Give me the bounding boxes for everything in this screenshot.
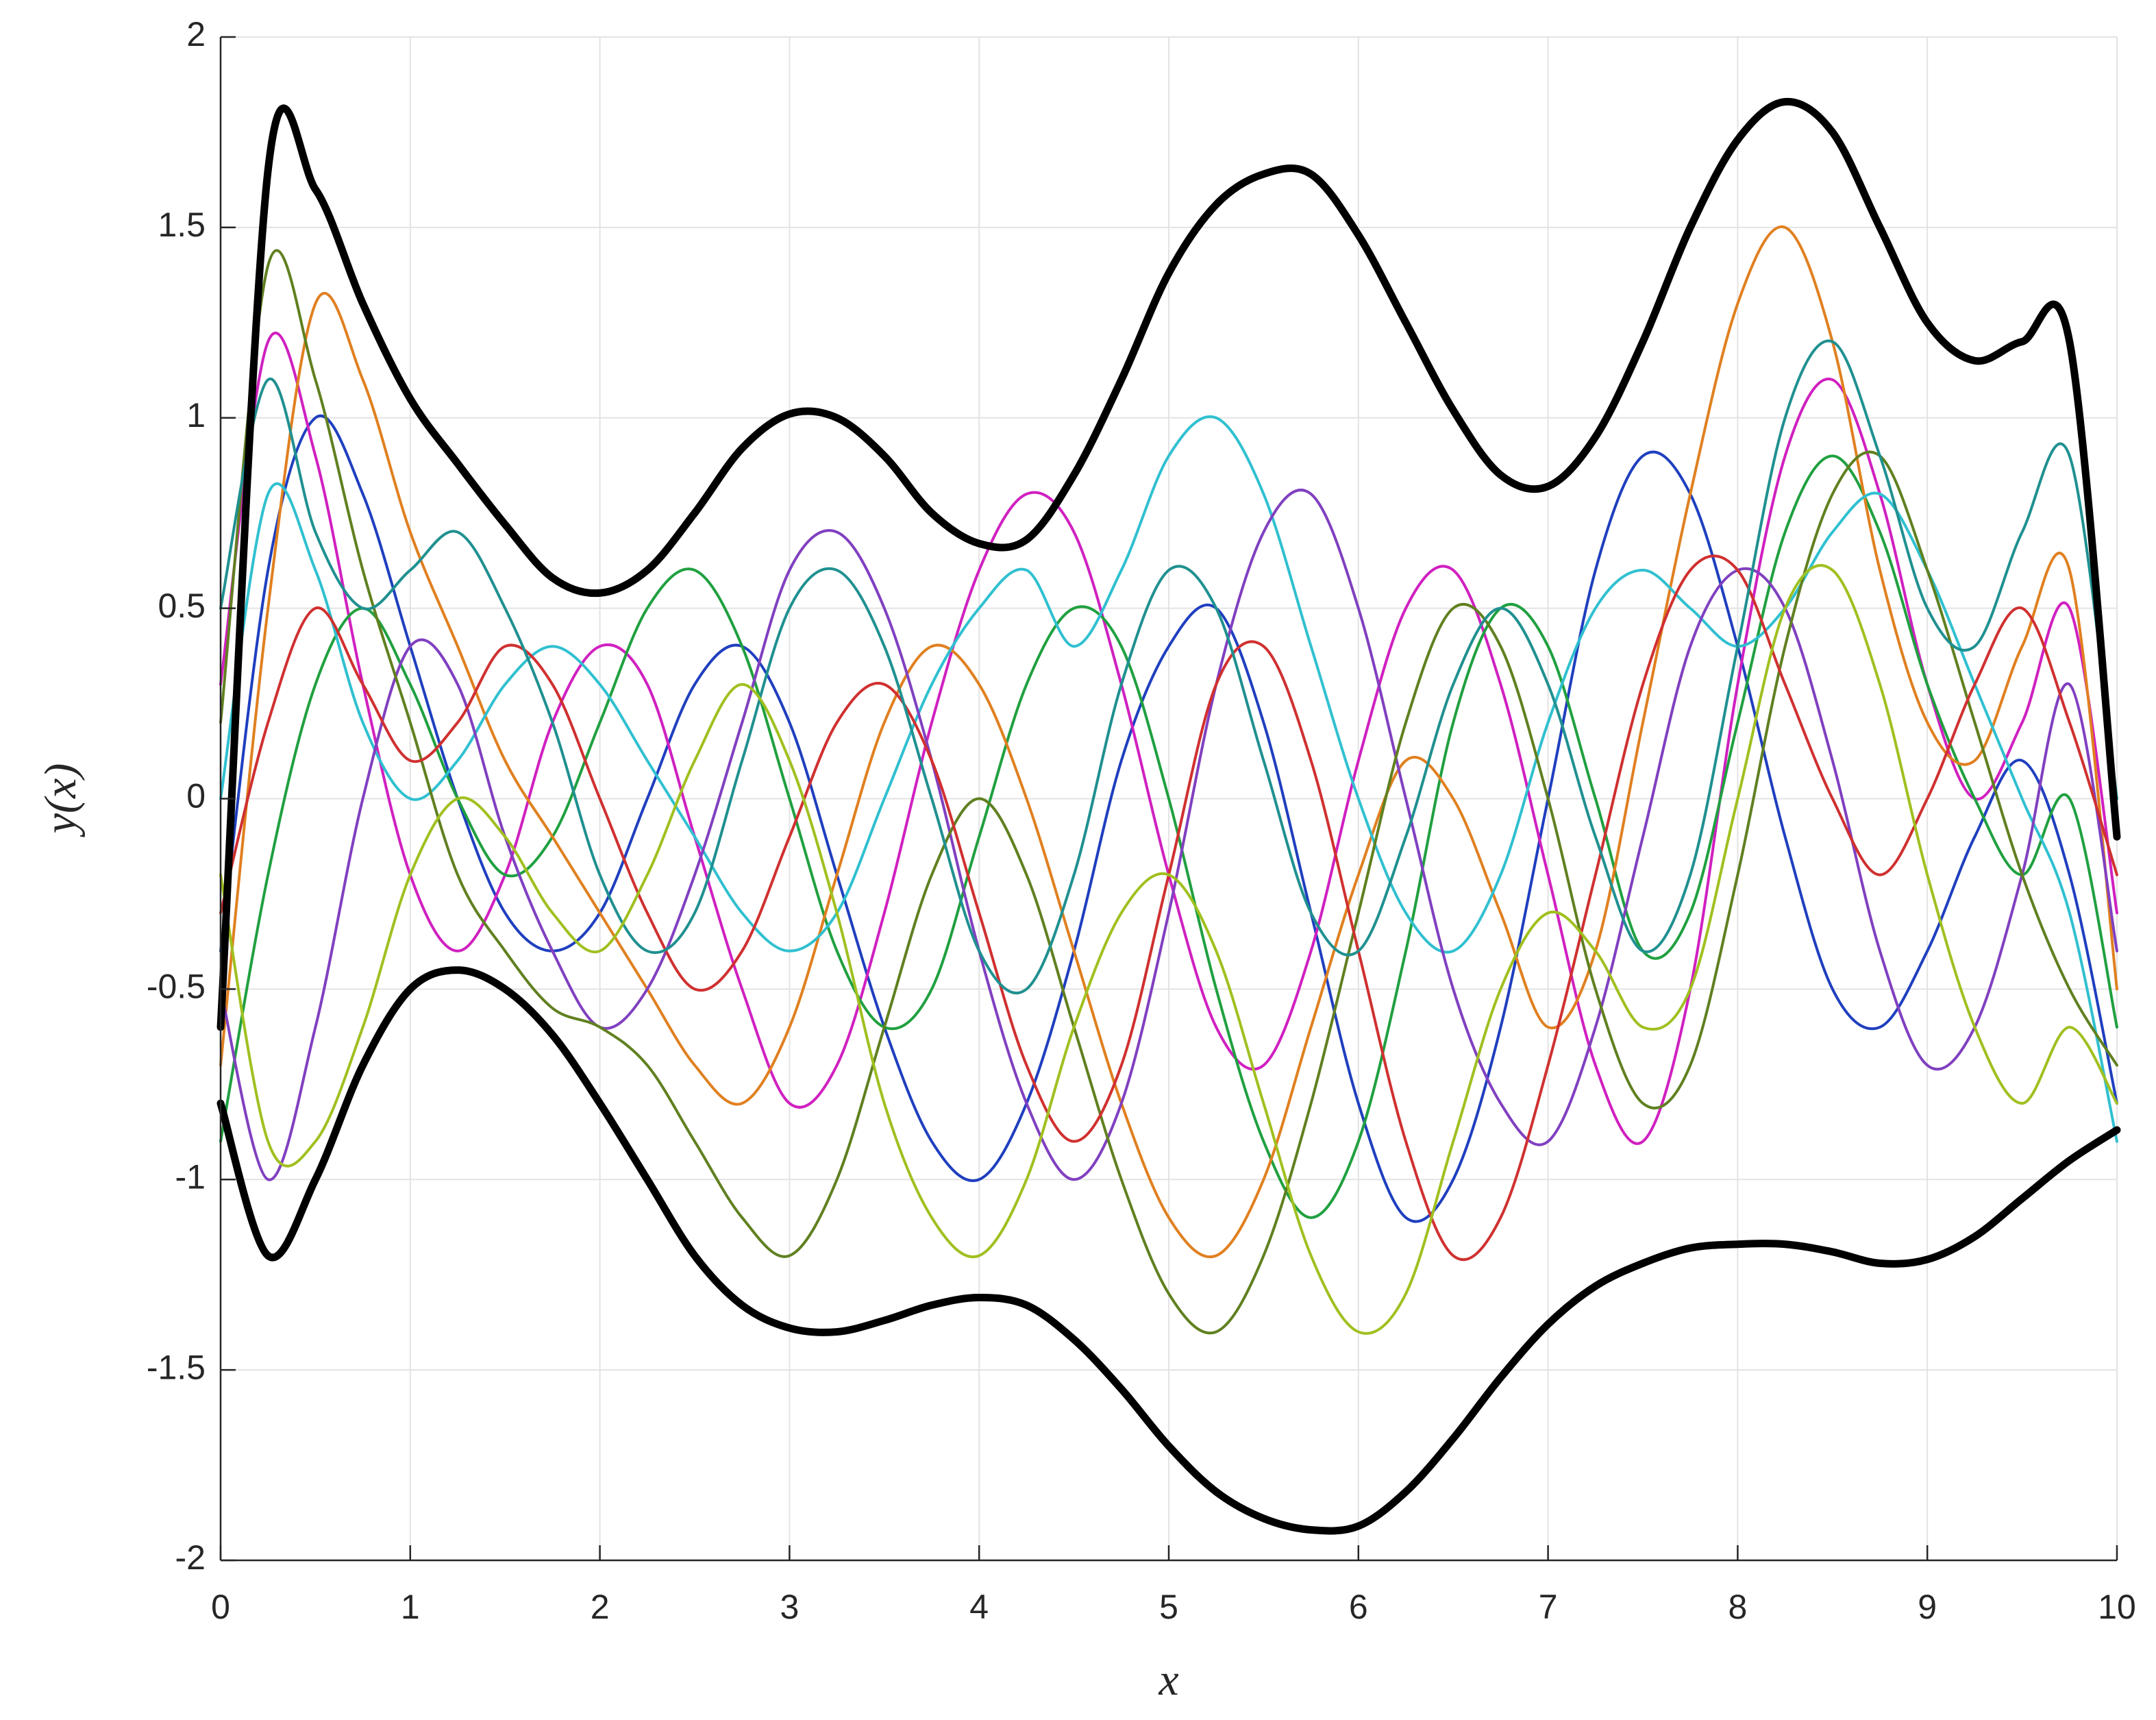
- y-tick-label: -1: [175, 1157, 206, 1196]
- x-tick-label: 4: [969, 1588, 989, 1626]
- x-tick-label: 6: [1349, 1588, 1368, 1626]
- x-tick-label: 10: [2098, 1588, 2136, 1626]
- lines: [216, 97, 2121, 1535]
- sample-line: [219, 339, 2118, 995]
- x-tick-label: 5: [1159, 1588, 1178, 1626]
- sample-line: [219, 415, 2118, 1223]
- y-tick-label: 2: [186, 15, 206, 53]
- x-tick-label: 9: [1918, 1588, 1937, 1626]
- y-tick-label: 1.5: [158, 206, 206, 244]
- y-tick-label: -2: [175, 1538, 206, 1577]
- x-tick-label: 2: [591, 1588, 610, 1626]
- x-tick-label: 7: [1539, 1588, 1558, 1626]
- y-tick-label: 0: [186, 777, 206, 815]
- sample-line: [219, 415, 2118, 1143]
- x-tick-label: 1: [401, 1588, 420, 1626]
- x-tick-label: 3: [780, 1588, 799, 1626]
- envelope-line: [216, 966, 2121, 1535]
- x-axis-label: x: [1158, 1655, 1178, 1705]
- sample-line: [219, 489, 2118, 1181]
- sample-line: [219, 331, 2118, 1145]
- y-tick-label: 1: [186, 396, 206, 434]
- y-tick-label: -0.5: [147, 968, 206, 1006]
- x-tick-label: 0: [211, 1588, 230, 1626]
- axes: 0 1 2 3 4 5 6 7 8 9 10 -2 -1.5 -1 -0.5 0 0.5 1 1.5 2: [147, 15, 2136, 1626]
- y-axis-label: y(x): [36, 763, 86, 838]
- sample-line: [219, 554, 2118, 1262]
- sample-line: [219, 564, 2118, 1335]
- y-tick-label: -1.5: [147, 1348, 206, 1386]
- sample-line: [219, 249, 2118, 1335]
- x-tick-label: 8: [1728, 1588, 1747, 1626]
- y-tick-label: 0.5: [158, 587, 206, 625]
- envelope-line: [216, 97, 2121, 1031]
